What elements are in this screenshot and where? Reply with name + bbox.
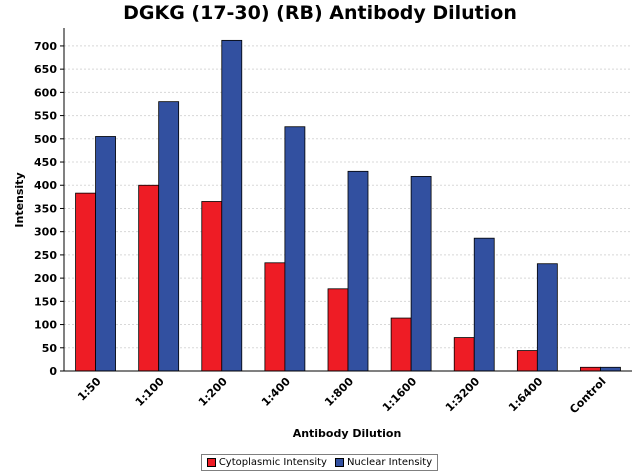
x-axis-label: Antibody Dilution: [293, 427, 402, 440]
bar-nuclear: [347, 170, 369, 372]
bar-nuclear: [410, 176, 432, 372]
x-tick-label: 1:3200: [443, 375, 483, 415]
legend: Cytoplasmic Intensity Nuclear Intensity: [201, 454, 438, 471]
bar-cytoplasmic: [201, 201, 223, 372]
x-tick-labels: 1:50 1:100 1:200 1:400 1:800 1:1600 1:3200 1:64…: [75, 375, 608, 417]
x-tick-label: 1:800: [322, 375, 356, 409]
y-tick-label: 250: [34, 249, 57, 262]
legend-item-cytoplasmic: Cytoplasmic Intensity: [206, 457, 327, 468]
bar-cytoplasmic: [390, 317, 412, 372]
y-tick-label: 350: [34, 202, 57, 215]
legend-swatch-nuclear: [334, 458, 344, 467]
y-tick-label: 600: [34, 86, 57, 99]
y-tick-labels: 0 50 100 150 200 250 300 350 400 450 500 550 600 650 7…: [34, 40, 57, 378]
bar-cytoplasmic: [138, 184, 160, 372]
y-tick-label: 300: [34, 226, 57, 239]
bar-cytoplasmic: [75, 192, 96, 372]
x-tick-label: 1:200: [196, 375, 230, 409]
y-tick-label: 450: [34, 156, 57, 169]
bar-nuclear: [600, 366, 621, 372]
x-tick-label: Control: [567, 375, 608, 416]
y-tick-label: 100: [34, 319, 57, 332]
legend-swatch-cytoplasmic: [206, 458, 216, 467]
y-tick-label: 700: [34, 40, 57, 53]
x-tick-label: 1:400: [259, 375, 293, 409]
x-tick-label: 1:100: [133, 375, 167, 409]
y-tick-label: 50: [42, 342, 58, 355]
y-tick-label: 0: [49, 365, 57, 378]
y-tick-label: 400: [34, 179, 57, 192]
y-tick-label: 200: [34, 272, 57, 285]
legend-label-nuclear: Nuclear Intensity: [346, 457, 433, 468]
y-tick-label: 550: [34, 110, 57, 123]
bar-nuclear: [473, 237, 495, 372]
bars: [75, 39, 621, 372]
bar-nuclear: [284, 126, 306, 372]
chart-title: DGKG (17-30) (RB) Antibody Dilution: [123, 2, 517, 24]
legend-item-nuclear: Nuclear Intensity: [334, 457, 433, 468]
axes: [60, 28, 632, 372]
bar-nuclear: [536, 263, 558, 372]
bar-cytoplasmic: [453, 337, 475, 372]
bar-cytoplasmic: [580, 366, 601, 372]
x-tick-label: 1:6400: [506, 375, 546, 415]
y-tick-label: 150: [34, 295, 57, 308]
bar-cytoplasmic: [516, 350, 538, 372]
y-tick-label: 650: [34, 63, 57, 76]
bar-nuclear: [95, 136, 116, 372]
bar-nuclear: [221, 39, 243, 372]
legend-label-cytoplasmic: Cytoplasmic Intensity: [218, 457, 327, 468]
x-tick-label: 1:50: [75, 375, 104, 404]
x-tick-label: 1:1600: [380, 375, 420, 415]
bar-nuclear: [158, 101, 180, 372]
y-tick-label: 500: [34, 133, 57, 146]
y-axis-label: Intensity: [13, 172, 26, 227]
bar-cytoplasmic: [327, 288, 349, 372]
bar-cytoplasmic: [264, 262, 286, 372]
